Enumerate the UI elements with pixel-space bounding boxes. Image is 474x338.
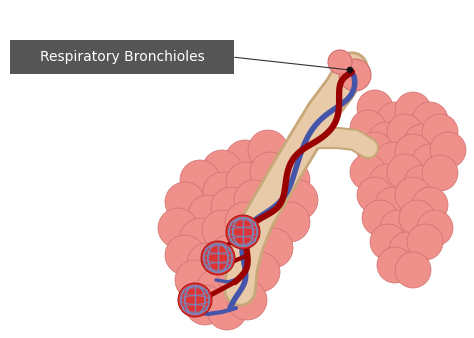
Circle shape [404, 124, 440, 160]
Circle shape [357, 177, 393, 213]
Circle shape [328, 50, 352, 74]
Circle shape [380, 210, 416, 246]
Circle shape [165, 182, 205, 222]
Circle shape [377, 247, 413, 283]
Circle shape [240, 252, 280, 292]
Circle shape [407, 224, 443, 260]
Circle shape [225, 140, 265, 180]
Circle shape [347, 67, 353, 73]
Circle shape [180, 160, 220, 200]
Circle shape [232, 228, 272, 268]
Circle shape [227, 280, 267, 320]
Circle shape [202, 150, 242, 190]
Circle shape [399, 200, 435, 236]
Circle shape [211, 187, 251, 227]
Circle shape [357, 132, 393, 168]
Circle shape [395, 177, 431, 213]
Circle shape [270, 160, 310, 200]
Circle shape [387, 114, 423, 150]
Circle shape [218, 258, 258, 298]
Circle shape [209, 235, 249, 275]
Circle shape [357, 90, 393, 126]
Circle shape [178, 283, 212, 317]
Circle shape [395, 252, 431, 288]
Circle shape [412, 144, 448, 180]
Circle shape [387, 154, 423, 190]
Circle shape [375, 142, 411, 178]
Circle shape [430, 132, 466, 168]
Circle shape [370, 224, 406, 260]
Circle shape [412, 187, 448, 223]
Circle shape [158, 208, 198, 248]
Circle shape [278, 180, 318, 220]
Circle shape [185, 285, 225, 325]
Circle shape [270, 202, 310, 242]
Circle shape [226, 162, 266, 202]
Circle shape [253, 228, 293, 268]
Circle shape [395, 134, 431, 170]
Circle shape [389, 232, 425, 268]
Circle shape [422, 114, 458, 150]
Circle shape [362, 200, 398, 236]
Circle shape [197, 268, 237, 308]
Circle shape [350, 110, 386, 146]
Circle shape [188, 195, 228, 235]
Circle shape [207, 290, 247, 330]
Circle shape [225, 202, 265, 242]
Circle shape [368, 122, 404, 158]
Circle shape [234, 180, 274, 220]
Circle shape [412, 102, 448, 138]
Circle shape [202, 210, 242, 250]
Circle shape [375, 187, 411, 223]
Circle shape [339, 59, 371, 91]
FancyBboxPatch shape [10, 40, 234, 74]
Circle shape [248, 130, 288, 170]
Circle shape [203, 172, 243, 212]
Circle shape [350, 154, 386, 190]
Circle shape [257, 180, 297, 220]
Text: Respiratory Bronchioles: Respiratory Bronchioles [40, 50, 204, 64]
Circle shape [417, 210, 453, 246]
Circle shape [180, 218, 220, 258]
Circle shape [404, 165, 440, 201]
Circle shape [175, 260, 215, 300]
Circle shape [395, 92, 431, 128]
Circle shape [226, 215, 260, 249]
Circle shape [369, 164, 405, 200]
Circle shape [201, 241, 235, 275]
Circle shape [248, 202, 288, 242]
Circle shape [187, 243, 227, 283]
Circle shape [422, 155, 458, 191]
Circle shape [377, 102, 413, 138]
Circle shape [250, 152, 290, 192]
Circle shape [165, 235, 205, 275]
